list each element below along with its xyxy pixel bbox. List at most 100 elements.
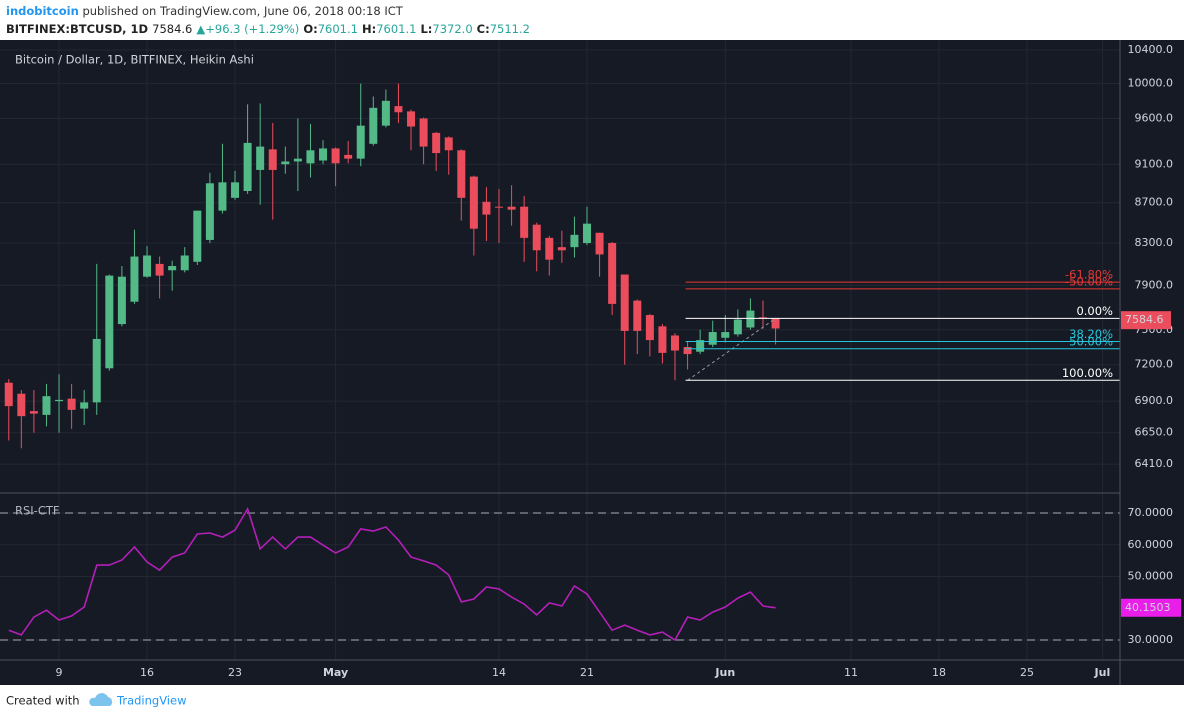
y-tick-label: 6650.0 <box>1135 426 1174 439</box>
change: +96.3 (+1.29%) <box>205 22 299 36</box>
candle-body <box>281 161 290 165</box>
candle-body <box>683 347 692 355</box>
candle-body <box>143 255 152 277</box>
x-tick-label: 25 <box>1020 666 1034 679</box>
candle-body <box>344 154 353 159</box>
candle-body <box>205 183 214 240</box>
candle-body <box>17 393 26 417</box>
candle-body <box>381 100 390 126</box>
candle-body <box>407 111 416 127</box>
y-tick-label: 7900.0 <box>1135 278 1174 291</box>
rsi-line <box>8 506 776 642</box>
candle-body <box>733 319 742 335</box>
footer-bg <box>0 685 1184 718</box>
candle-body <box>293 158 302 162</box>
h-key: H: <box>362 22 376 36</box>
candle-body <box>595 232 604 255</box>
c-val: 7511.2 <box>490 22 530 36</box>
candle-body <box>218 182 227 211</box>
footer-brand[interactable]: TradingView <box>116 694 186 708</box>
footer-text: Created with <box>6 694 80 708</box>
candle-body <box>369 107 378 144</box>
candle-body <box>482 201 491 215</box>
candle-body <box>469 176 478 229</box>
y-tick-label: 9600.0 <box>1135 111 1174 124</box>
rsi-last-label: 40.1503 <box>1125 601 1171 614</box>
candle-body <box>117 276 126 325</box>
candle-body <box>570 234 579 248</box>
candle-body <box>268 149 277 170</box>
candle-body <box>771 318 780 329</box>
candle-body <box>721 332 730 338</box>
candle-body <box>507 206 516 210</box>
candle-body <box>193 210 202 262</box>
candle-body <box>608 243 617 304</box>
x-tick-label: 14 <box>492 666 506 679</box>
y-tick-label: 10400.0 <box>1128 43 1174 56</box>
l-val: 7372.0 <box>432 22 472 36</box>
fib-label: -50.00% <box>1065 274 1113 288</box>
candle-body <box>105 275 114 369</box>
author[interactable]: indobitcoin <box>6 4 79 18</box>
fib-label: 100.00% <box>1062 366 1113 380</box>
candle-body <box>658 326 667 353</box>
candle-body <box>671 335 680 351</box>
rsi-last-box <box>1121 598 1181 617</box>
header-bg <box>0 0 1184 40</box>
candle-body <box>432 132 441 154</box>
rsi-tick-label: 60.0000 <box>1128 538 1174 551</box>
y-tick-label: 8700.0 <box>1135 196 1174 209</box>
last-price-box <box>1121 311 1171 330</box>
candle-body <box>394 106 403 113</box>
candle-body <box>243 142 252 192</box>
y-tick-label: 6410.0 <box>1135 457 1174 470</box>
y-tick-label: 6900.0 <box>1135 394 1174 407</box>
fib-label: 0.00% <box>1076 304 1113 318</box>
x-tick-label: 11 <box>844 666 858 679</box>
header-line: indobitcoin published on TradingView.com… <box>6 4 404 18</box>
y-tick-label: 10000.0 <box>1128 77 1174 90</box>
x-tick-label: 21 <box>580 666 594 679</box>
candle-body <box>545 237 554 260</box>
candle-body <box>130 256 139 302</box>
candle-body <box>180 255 189 271</box>
candle-body <box>29 411 38 414</box>
candle-body <box>92 338 101 403</box>
candle-body <box>645 315 654 341</box>
x-tick-label: May <box>323 666 348 679</box>
candle-body <box>620 274 629 331</box>
o-val: 7601.1 <box>318 22 358 36</box>
x-tick-label: Jul <box>1094 666 1111 679</box>
candle-body <box>583 223 592 244</box>
candle-body <box>155 263 164 276</box>
candle-body <box>168 266 177 271</box>
candle-body <box>356 125 365 159</box>
x-tick-label: 23 <box>228 666 242 679</box>
published: published on TradingView.com, June 06, 2… <box>82 4 403 18</box>
candle-body <box>708 332 717 345</box>
fib-label: 50.00% <box>1069 334 1113 348</box>
c-key: C: <box>477 22 490 36</box>
candle-body <box>55 399 64 402</box>
x-tick-label: 18 <box>932 666 946 679</box>
h-val: 7601.1 <box>376 22 416 36</box>
last-price-label: 7584.6 <box>1125 313 1164 326</box>
chart-bg <box>0 40 1184 685</box>
candle-body <box>306 150 315 164</box>
candle-body <box>520 206 529 238</box>
candle-body <box>633 300 642 331</box>
rsi-tick-label: 70.0000 <box>1128 506 1174 519</box>
y-tick-label: 7200.0 <box>1135 358 1174 371</box>
y-tick-label: 9100.0 <box>1135 157 1174 170</box>
candle-body <box>231 182 240 198</box>
candle-body <box>256 146 265 170</box>
candle-body <box>495 206 504 208</box>
rsi-name: RSI-CTF <box>15 504 60 518</box>
candle-body <box>319 148 328 161</box>
candle-body <box>42 396 51 415</box>
last: 7584.6 <box>152 22 192 36</box>
fib-label: 38.20% <box>1069 327 1113 341</box>
fib-label: -61.80% <box>1065 268 1113 282</box>
candle-body <box>696 340 705 352</box>
